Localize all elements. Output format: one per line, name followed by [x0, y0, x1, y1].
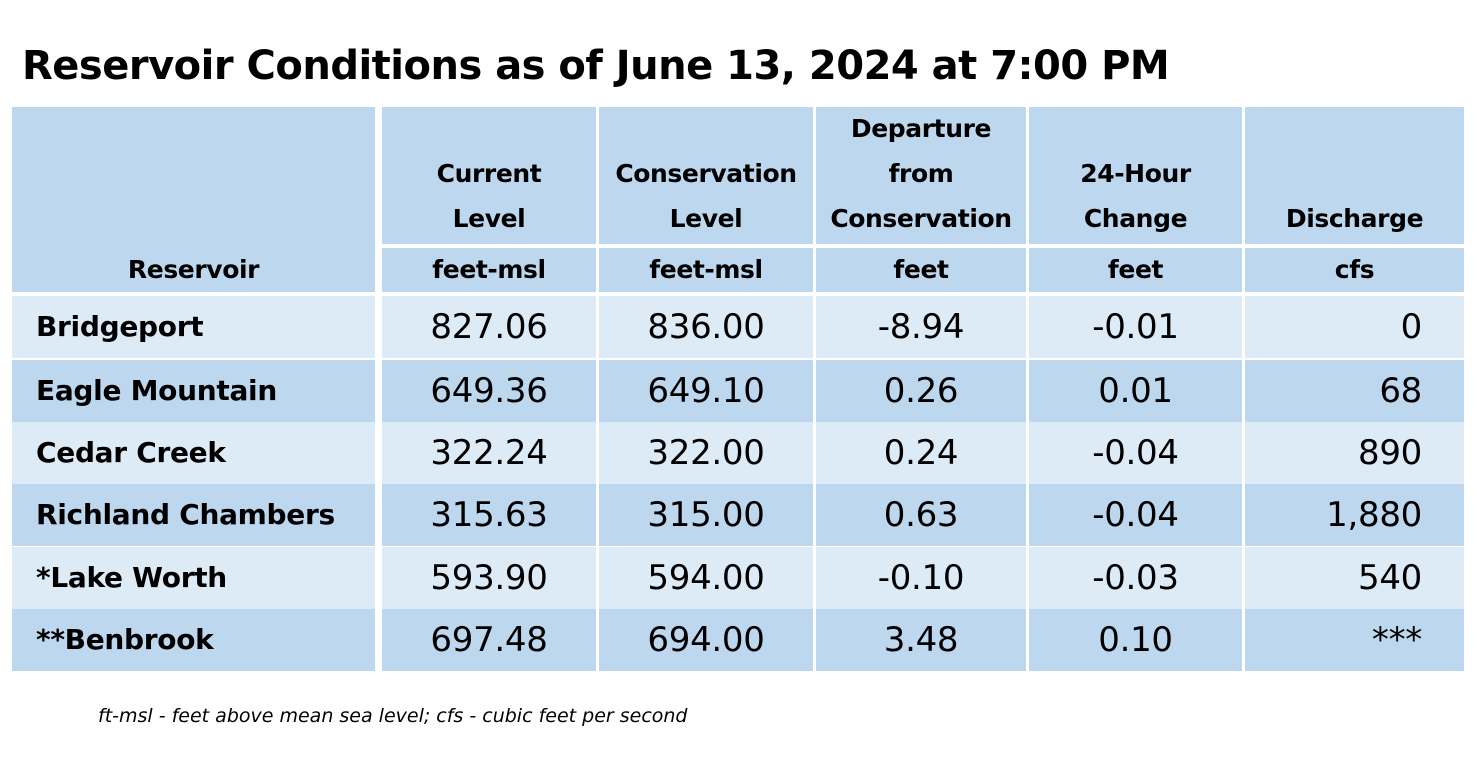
cell-discharge: 0 [1245, 296, 1464, 358]
cell-24-hour-change: -0.04 [1029, 422, 1242, 484]
reservoir-name: **Benbrook [12, 609, 375, 671]
reservoir-name: Cedar Creek [12, 422, 375, 484]
cell-discharge: 1,880 [1245, 484, 1464, 546]
unit-conservation-level: feet-msl [599, 248, 813, 292]
unit-departure: feet [816, 248, 1026, 292]
header-24-hour-change-line: Change [1083, 204, 1188, 233]
cell-departure: -8.94 [816, 296, 1026, 358]
header-departure-line: from [888, 159, 954, 188]
reservoir-name: *Lake Worth [12, 547, 375, 609]
header-current-level-line: Level [452, 204, 526, 233]
cell-current-level: 649.36 [382, 360, 596, 422]
cell-discharge: 890 [1245, 422, 1464, 484]
cell-current-level: 697.48 [382, 609, 596, 671]
header-conservation-level: Conservation Level [599, 107, 813, 244]
cell-departure: 0.24 [816, 422, 1026, 484]
cell-24-hour-change: 0.10 [1029, 609, 1242, 671]
cell-current-level: 315.63 [382, 484, 596, 546]
header-discharge-line: Discharge [1285, 204, 1424, 233]
header-discharge: Discharge [1245, 107, 1464, 244]
cell-24-hour-change: 0.01 [1029, 360, 1242, 422]
reservoir-name: Richland Chambers [12, 484, 375, 546]
cell-conservation-level: 594.00 [599, 547, 813, 609]
cell-departure: 0.26 [816, 360, 1026, 422]
header-departure: Departure from Conservation [816, 107, 1026, 244]
cell-conservation-level: 322.00 [599, 422, 813, 484]
unit-24-hour-change: feet [1029, 248, 1242, 292]
cell-current-level: 322.24 [382, 422, 596, 484]
cell-current-level: 827.06 [382, 296, 596, 358]
header-current-level-line: Current [436, 159, 542, 188]
cell-departure: 3.48 [816, 609, 1026, 671]
cell-24-hour-change: -0.03 [1029, 547, 1242, 609]
unit-discharge: cfs [1245, 248, 1464, 292]
cell-departure: 0.63 [816, 484, 1026, 546]
cell-conservation-level: 836.00 [599, 296, 813, 358]
header-departure-line: Conservation [830, 204, 1012, 233]
cell-conservation-level: 315.00 [599, 484, 813, 546]
cell-24-hour-change: -0.01 [1029, 296, 1242, 358]
cell-conservation-level: 649.10 [599, 360, 813, 422]
cell-discharge: *** [1245, 609, 1464, 671]
header-current-level: Current Level [382, 107, 596, 244]
header-24-hour-change: 24-Hour Change [1029, 107, 1242, 244]
reservoir-name: Bridgeport [12, 296, 375, 358]
page-title: Reservoir Conditions as of June 13, 2024… [22, 43, 1170, 89]
footnote: ft-msl - feet above mean sea level; cfs … [98, 705, 688, 727]
header-conservation-level-line: Conservation [615, 159, 797, 188]
cell-discharge: 68 [1245, 360, 1464, 422]
cell-discharge: 540 [1245, 547, 1464, 609]
reservoir-name: Eagle Mountain [12, 360, 375, 422]
unit-current-level: feet-msl [382, 248, 596, 292]
header-24-hour-change-line: 24-Hour [1080, 159, 1191, 188]
cell-departure: -0.10 [816, 547, 1026, 609]
reservoir-table: Reservoir Current Level feet-msl Conservatio… [12, 107, 1464, 671]
cell-current-level: 593.90 [382, 547, 596, 609]
header-conservation-level-line: Level [669, 204, 743, 233]
cell-conservation-level: 694.00 [599, 609, 813, 671]
header-reservoir: Reservoir [12, 107, 375, 292]
cell-24-hour-change: -0.04 [1029, 484, 1242, 546]
header-departure-line: Departure [850, 114, 992, 143]
